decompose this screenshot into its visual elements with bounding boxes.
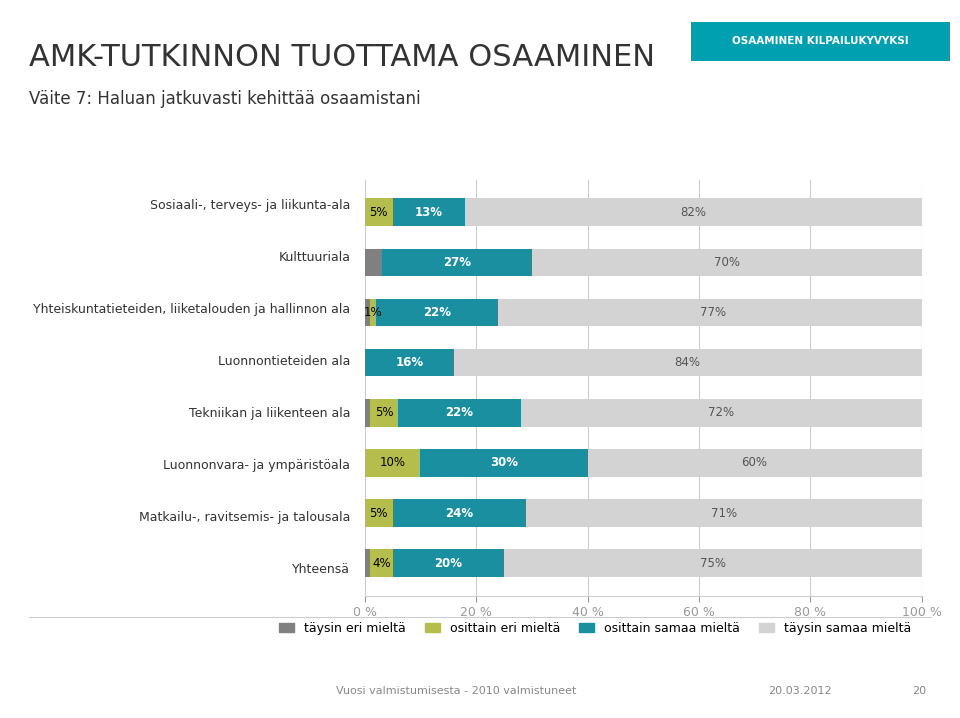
Text: 22%: 22% (423, 306, 451, 319)
Bar (365, 449, 420, 477)
Text: Luonnonvara- ja ympäristöala: Luonnonvara- ja ympäristöala (163, 460, 350, 472)
Bar (498, 299, 927, 326)
Text: 22%: 22% (445, 406, 473, 419)
Text: 13%: 13% (415, 206, 443, 219)
Text: 5%: 5% (370, 206, 388, 219)
Bar (465, 198, 922, 226)
Bar (376, 299, 498, 326)
Bar (365, 299, 371, 326)
Text: 5%: 5% (370, 507, 388, 520)
Bar (420, 449, 588, 477)
Text: 20%: 20% (434, 556, 463, 569)
Text: 5%: 5% (375, 406, 394, 419)
Text: Yhteiskuntatieteiden, liiketalouden ja hallinnon ala: Yhteiskuntatieteiden, liiketalouden ja h… (34, 303, 350, 316)
Text: 82%: 82% (681, 206, 707, 219)
Text: 10%: 10% (379, 457, 406, 470)
Text: 77%: 77% (700, 306, 726, 319)
Bar (588, 449, 922, 477)
Text: 20.03.2012: 20.03.2012 (768, 686, 831, 696)
Bar (454, 349, 922, 376)
Bar (398, 399, 520, 426)
Bar (526, 499, 922, 527)
Bar (365, 499, 393, 527)
Bar (365, 349, 454, 376)
Text: 24%: 24% (445, 507, 473, 520)
Bar (532, 248, 922, 276)
Text: 16%: 16% (396, 356, 423, 369)
Bar (381, 248, 532, 276)
Text: 84%: 84% (675, 356, 701, 369)
Bar (365, 198, 393, 226)
Bar (365, 549, 371, 577)
Text: 60%: 60% (741, 457, 768, 470)
Bar (371, 299, 376, 326)
Text: Luonnontieteiden ala: Luonnontieteiden ala (218, 355, 350, 368)
Text: 4%: 4% (372, 556, 391, 569)
Text: Matkailu-, ravitsemis- ja talousala: Matkailu-, ravitsemis- ja talousala (139, 511, 350, 524)
Bar (393, 499, 526, 527)
Bar (371, 549, 393, 577)
Bar (371, 399, 398, 426)
Text: Kulttuuriala: Kulttuuriala (278, 251, 350, 264)
Text: 30%: 30% (490, 457, 518, 470)
Text: Sosiaali-, terveys- ja liikunta-ala: Sosiaali-, terveys- ja liikunta-ala (150, 199, 350, 212)
Text: Tekniikan ja liikenteen ala: Tekniikan ja liikenteen ala (189, 407, 350, 420)
Bar (393, 198, 465, 226)
Bar (520, 399, 922, 426)
Text: Vuosi valmistumisesta - 2010 valmistuneet: Vuosi valmistumisesta - 2010 valmistunee… (336, 686, 576, 696)
Text: 27%: 27% (443, 256, 470, 269)
Text: Yhteensä: Yhteensä (293, 564, 350, 577)
Text: AMK-TUTKINNON TUOTTAMA OSAAMINEN: AMK-TUTKINNON TUOTTAMA OSAAMINEN (29, 43, 655, 72)
Bar (504, 549, 922, 577)
Text: 75%: 75% (700, 556, 726, 569)
Text: 20: 20 (912, 686, 926, 696)
Text: 71%: 71% (710, 507, 737, 520)
Text: Väite 7: Haluan jatkuvasti kehittää osaamistani: Väite 7: Haluan jatkuvasti kehittää osaa… (29, 90, 420, 108)
Bar (365, 248, 381, 276)
Text: 1%: 1% (364, 306, 382, 319)
Bar (365, 399, 371, 426)
Legend: täysin eri mieltä, osittain eri mieltä, osittain samaa mieltä, täysin samaa miel: täysin eri mieltä, osittain eri mieltä, … (275, 617, 916, 640)
Text: 72%: 72% (708, 406, 734, 419)
Bar (393, 549, 504, 577)
Text: OSAAMINEN KILPAILUKYVYKSI: OSAAMINEN KILPAILUKYVYKSI (732, 37, 909, 46)
Text: 70%: 70% (713, 256, 740, 269)
